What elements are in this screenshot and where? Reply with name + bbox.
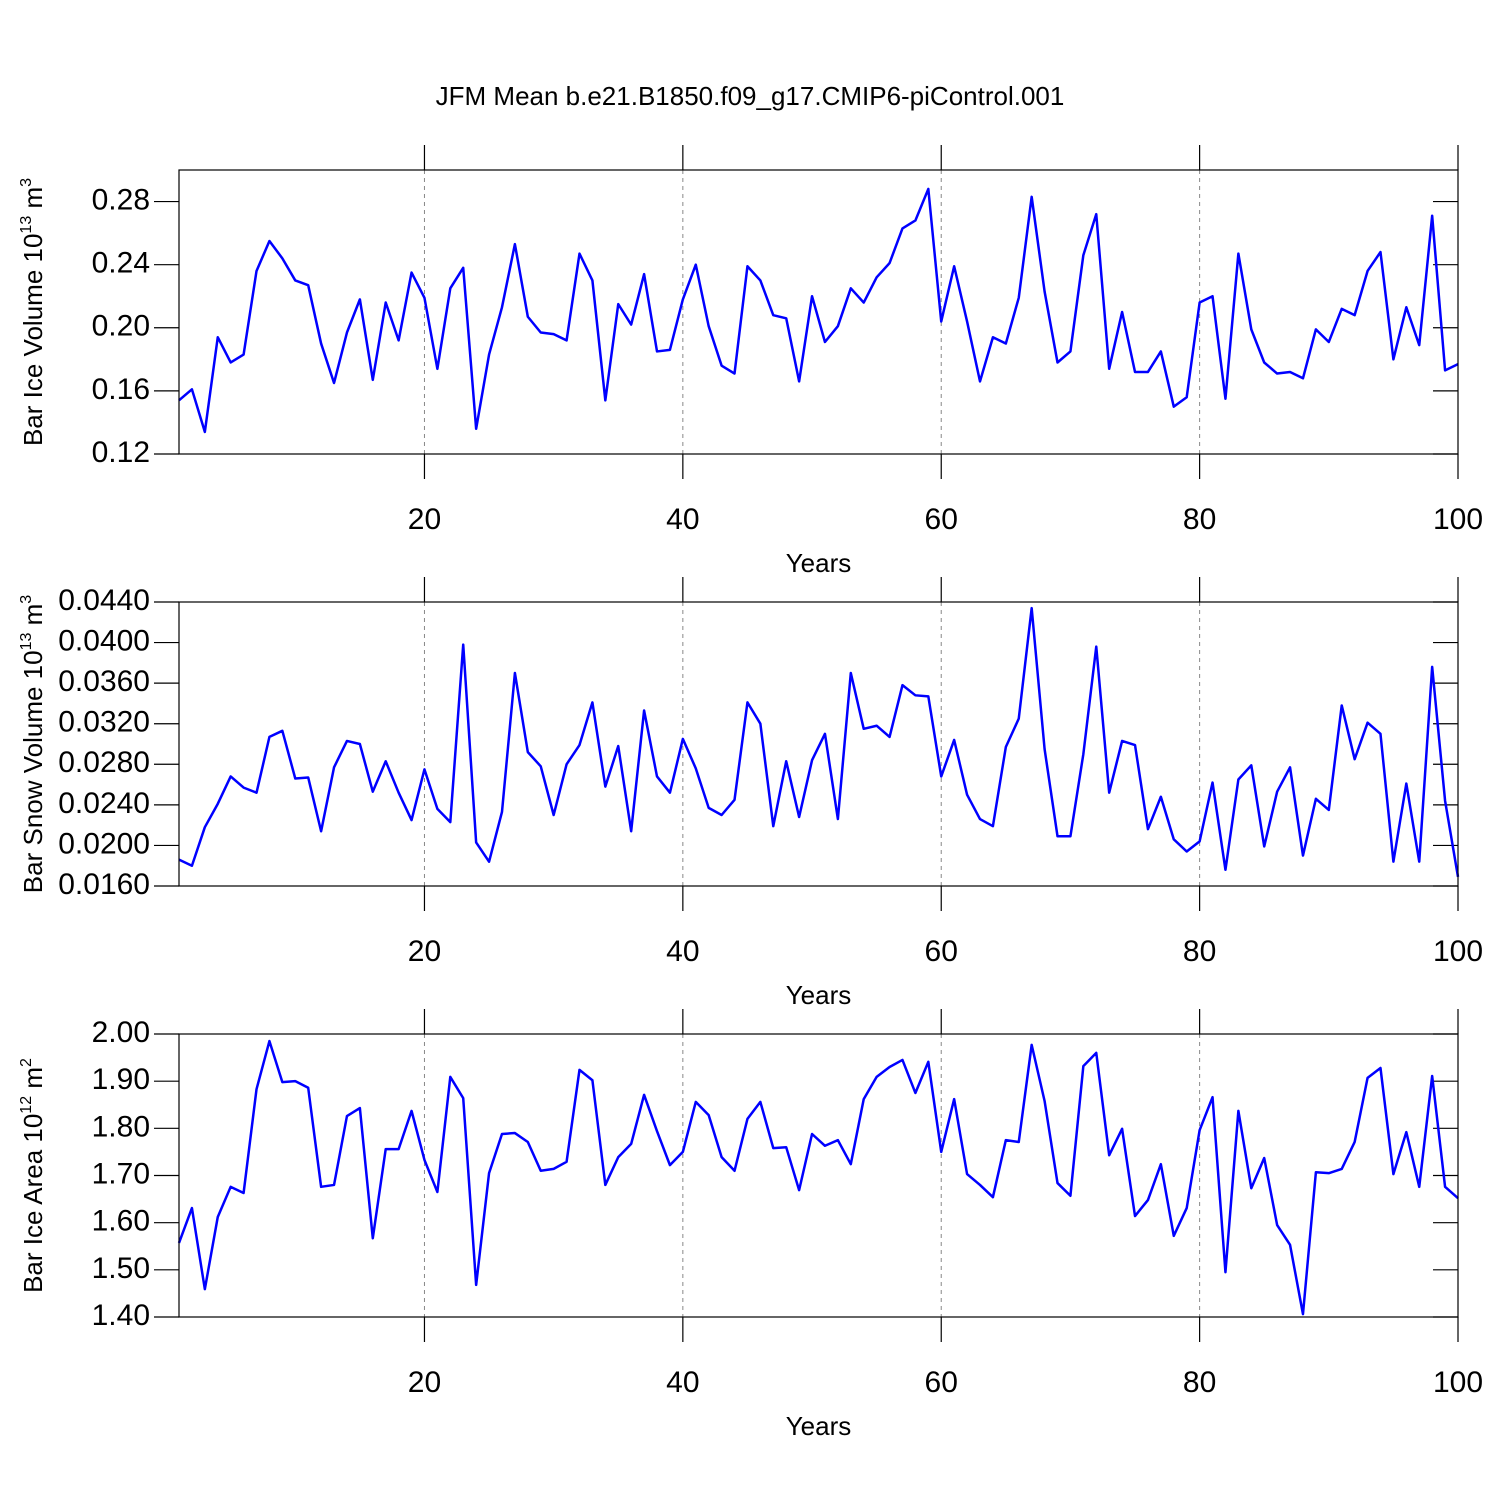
data-line [178, 187, 1459, 434]
y-axis-label-part: Bar Ice Volume 10 [18, 234, 48, 446]
y-axis-label-part: 13 [18, 632, 35, 650]
y-tick-label: 0.16 [92, 373, 150, 406]
y-axis-label-part: 3 [18, 178, 35, 187]
chart-title: JFM Mean b.e21.B1850.f09_g17.CMIP6-piCon… [436, 81, 1065, 111]
y-tick-label: 0.0200 [58, 827, 150, 860]
plot-frame [178, 1033, 1459, 1318]
y-tick-label: 0.0320 [58, 706, 150, 739]
x-tick-label: 80 [1183, 1366, 1216, 1399]
x-axis-label: Years [786, 980, 852, 1010]
x-tick-label: 100 [1433, 503, 1483, 536]
y-tick-label: 0.0160 [58, 868, 150, 901]
y-tick-label: 0.0280 [58, 746, 150, 779]
y-axis-label-part: m [18, 1067, 48, 1096]
y-tick-label: 0.12 [92, 436, 150, 469]
y-axis-label-part: 2 [18, 1058, 35, 1067]
y-axis-label: Bar Snow Volume 1013 m3 [18, 595, 48, 894]
y-axis-label-part: Bar Snow Volume 10 [18, 650, 48, 893]
x-tick-label: 40 [666, 935, 699, 968]
x-tick-label: 80 [1183, 935, 1216, 968]
x-tick-label: 40 [666, 1366, 699, 1399]
y-tick-label: 0.0240 [58, 787, 150, 820]
y-axis-label: Bar Ice Volume 1013 m3 [18, 178, 48, 446]
x-tick-label: 20 [408, 1366, 441, 1399]
y-axis-label-part: 13 [18, 216, 35, 234]
x-tick-label: 60 [925, 503, 958, 536]
y-axis-label-part: m [18, 604, 48, 633]
y-tick-label: 1.40 [92, 1299, 150, 1332]
y-axis-label-part: m [18, 187, 48, 216]
x-tick-label: 100 [1433, 1366, 1483, 1399]
y-tick-label: 0.20 [92, 310, 150, 343]
y-tick-label: 0.0400 [58, 624, 150, 657]
y-tick-label: 0.0440 [58, 584, 150, 617]
y-axis-label-part: 12 [18, 1096, 35, 1114]
x-tick-label: 60 [925, 1366, 958, 1399]
x-tick-label: 60 [925, 935, 958, 968]
plot-frame [178, 169, 1459, 455]
x-tick-label: 80 [1183, 503, 1216, 536]
y-tick-label: 1.70 [92, 1157, 150, 1190]
y-tick-label: 1.90 [92, 1063, 150, 1096]
x-tick-label: 40 [666, 503, 699, 536]
y-axis-label: Bar Ice Area 1012 m2 [18, 1058, 48, 1293]
x-axis-label: Years [786, 548, 852, 578]
y-axis-label-part: Bar Ice Area 10 [18, 1114, 48, 1293]
x-tick-label: 100 [1433, 935, 1483, 968]
plot-frame [178, 601, 1459, 887]
y-axis-label-part: 3 [18, 595, 35, 604]
data-line [178, 606, 1460, 878]
y-tick-label: 0.28 [92, 183, 150, 216]
x-axis-label: Years [786, 1411, 852, 1441]
y-tick-label: 1.50 [92, 1252, 150, 1285]
y-tick-label: 0.0360 [58, 665, 150, 698]
data-line [177, 1039, 1459, 1316]
x-tick-label: 20 [408, 935, 441, 968]
x-tick-label: 20 [408, 503, 441, 536]
y-tick-label: 2.00 [92, 1016, 150, 1049]
y-tick-label: 0.24 [92, 247, 150, 280]
y-tick-label: 1.60 [92, 1205, 150, 1238]
y-tick-label: 1.80 [92, 1110, 150, 1143]
